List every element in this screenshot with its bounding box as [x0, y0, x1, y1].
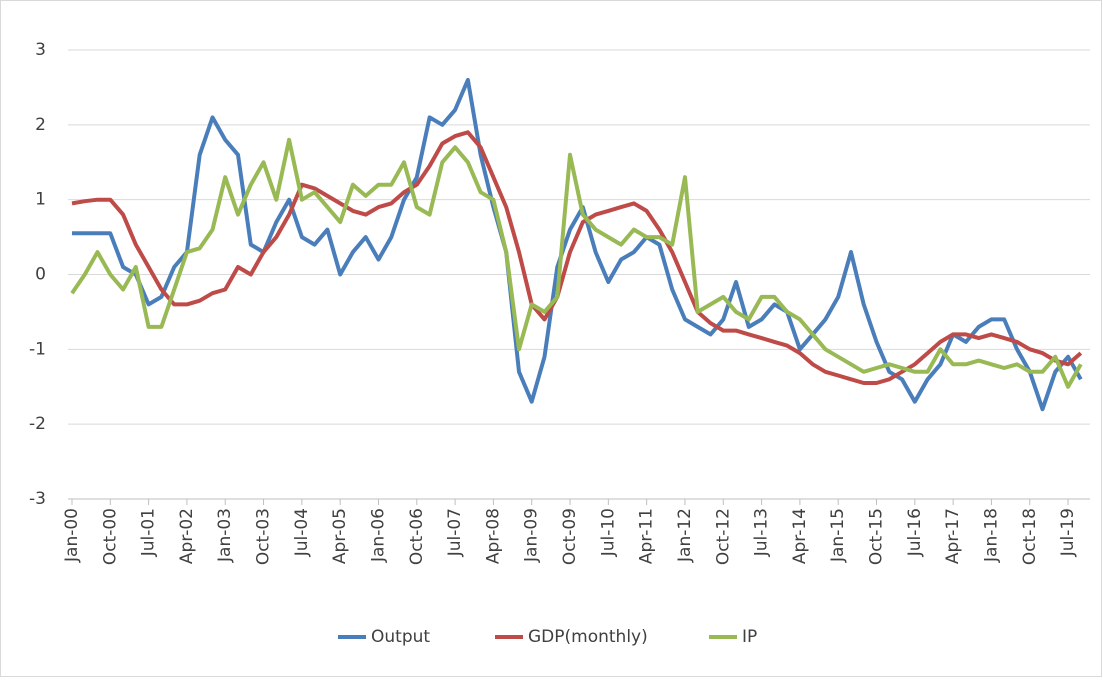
series-line: [72, 77, 1083, 412]
x-tick-label: Jul-10: [598, 508, 618, 557]
x-tick-label: Jul-07: [445, 508, 465, 557]
x-tick-label: Apr-02: [177, 508, 197, 564]
x-tick-label: Apr-14: [790, 508, 810, 564]
x-tick-label: Oct-18: [1020, 508, 1040, 565]
x-tick-label: Oct-06: [407, 508, 427, 565]
y-tick-label: -3: [29, 489, 46, 509]
x-tick-label: Jan-09: [522, 508, 542, 563]
x-tick-label: Jul-04: [292, 508, 312, 557]
x-tick-label: Oct-12: [713, 508, 733, 565]
y-tick-label: 2: [35, 115, 46, 135]
x-tick-label: Jan-03: [215, 508, 235, 563]
x-tick-label: Jan-06: [368, 508, 388, 563]
x-tick-label: Jan-18: [981, 508, 1001, 563]
x-tick-label: Jul-16: [905, 508, 925, 557]
x-tick-label: Oct-03: [254, 508, 274, 565]
y-tick-label: -1: [29, 339, 46, 359]
x-tick-label: Apr-08: [483, 508, 503, 564]
x-tick-label: Oct-09: [560, 508, 580, 565]
x-tick-label: Jan-00: [62, 508, 82, 563]
x-tick-label: Oct-00: [100, 508, 120, 565]
x-tick-label: Apr-17: [943, 508, 963, 564]
y-tick-label: 0: [35, 265, 46, 285]
x-tick-label: Apr-05: [330, 508, 350, 564]
legend-label: GDP(monthly): [528, 627, 648, 647]
legend-label: IP: [742, 627, 757, 647]
series-line: [70, 137, 1083, 389]
x-tick-label: Jul-19: [1058, 508, 1078, 557]
y-tick-label: -2: [29, 414, 46, 434]
y-tick-label: 1: [35, 190, 46, 210]
x-tick-label: Jul-13: [752, 508, 772, 557]
x-tick-label: Apr-11: [637, 508, 657, 564]
x-tick-label: Jan-12: [675, 508, 695, 563]
x-tick-label: Jan-15: [828, 508, 848, 563]
y-tick-label: 3: [35, 40, 46, 60]
x-tick-label: Oct-15: [867, 508, 887, 565]
legend-label: Output: [371, 627, 430, 647]
x-tick-label: Jul-01: [139, 508, 159, 557]
series-line: [71, 130, 1083, 385]
